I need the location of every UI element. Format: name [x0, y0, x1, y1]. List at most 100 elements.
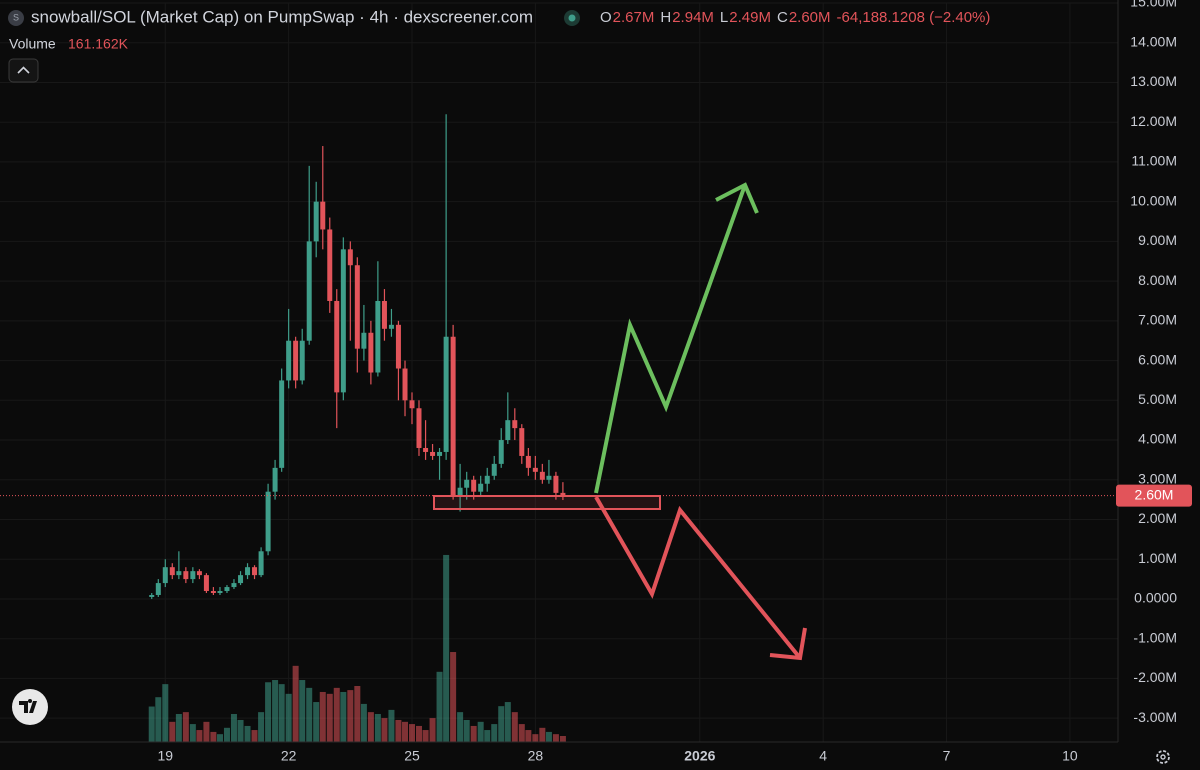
change: -64,188.1208 (−2.40%) [837, 9, 991, 26]
volume-bar [244, 725, 251, 742]
support-box [433, 495, 661, 510]
candle-body [320, 201, 326, 230]
volume-bar [326, 693, 333, 742]
volume-bar [470, 725, 477, 742]
volume-bar [491, 724, 498, 742]
candle-body [409, 400, 415, 409]
tv-logo-mark [19, 701, 37, 713]
volume-bar [484, 730, 491, 742]
bear-arrow [594, 496, 802, 660]
candle-body [272, 467, 278, 492]
chart-title: snowball/SOL (Market Cap) on PumpSwap · … [31, 7, 533, 26]
candle-body [299, 340, 305, 381]
candle-body [265, 491, 271, 552]
volume-bar [443, 554, 450, 742]
volume-bar [299, 680, 306, 742]
settings-icon[interactable] [1156, 750, 1170, 764]
collapse-button[interactable] [8, 58, 39, 83]
volume-bar [258, 712, 265, 742]
volume-bar [306, 687, 313, 742]
volume-bar [182, 712, 189, 742]
volume-bar [409, 724, 416, 742]
volume-bar [532, 734, 539, 742]
volume-bar [237, 719, 244, 742]
candle-body [203, 575, 209, 592]
candles [149, 114, 566, 599]
axes: 15.00M 14.00M 13.00M 12.00M 11.00M 10.00M 9.00… [158, 0, 1178, 764]
volume-bar [155, 697, 162, 742]
candle-body [162, 567, 168, 584]
volume-bar [525, 730, 532, 742]
candle-body [519, 428, 525, 456]
volume-bar [196, 730, 203, 742]
candle-body [155, 583, 161, 595]
candle-body [313, 201, 319, 242]
tv-logo[interactable] [12, 689, 48, 725]
volume-bar [374, 714, 381, 742]
volume-bar [203, 721, 210, 742]
ohlc-key: C [777, 9, 788, 26]
volume-bar [511, 712, 518, 742]
candle-body [238, 575, 244, 584]
token-icon-letter: S [13, 12, 19, 22]
last-price-label: 2.60M [1135, 486, 1174, 502]
volume-bar [463, 719, 470, 742]
volume-last: 161.162K [68, 36, 129, 52]
eye-icon-dot [568, 14, 576, 22]
candle-body [210, 591, 216, 594]
candle-body [361, 332, 367, 349]
settings-icon-core [1160, 754, 1166, 760]
ohlc-value: 2.49M [729, 9, 771, 26]
candle-body [183, 571, 189, 580]
candle-body [498, 440, 504, 464]
bull-arrow [594, 184, 747, 494]
volume-pane [148, 554, 566, 742]
ohlc-value: 2.60M [789, 9, 831, 26]
candle-body [525, 455, 531, 468]
bear-arrow-head [769, 627, 807, 661]
candle-body [245, 567, 251, 576]
candle-body [368, 332, 374, 373]
volume-bar [395, 719, 402, 742]
volume-bar [347, 690, 354, 742]
candle-body [231, 583, 237, 588]
candle-body [190, 571, 196, 580]
candle-body [484, 475, 490, 484]
volume-bar [539, 727, 546, 742]
volume-bar [518, 724, 525, 742]
candle-body [553, 475, 559, 493]
y-tick-label: 15.00M [1130, 0, 1177, 10]
y-tick-label: 5.00M [1138, 391, 1177, 407]
candle-body [196, 571, 202, 576]
candle-body [437, 451, 443, 456]
ohlc-key: L [720, 9, 728, 26]
x-tick-label: 25 [404, 748, 420, 764]
x-tick-label: 22 [281, 748, 297, 764]
candle-body [306, 241, 312, 341]
candle-body [217, 591, 223, 594]
candle-body [347, 249, 353, 266]
y-tick-label: 11.00M [1131, 153, 1177, 169]
volume-bar [169, 721, 176, 742]
candle-body [512, 420, 518, 429]
y-tick-label: -3.00M [1133, 709, 1177, 725]
candle-body [149, 594, 155, 597]
volume-bar [223, 727, 230, 742]
y-tick-label: -1.00M [1133, 629, 1177, 645]
volume-bar [545, 731, 552, 742]
x-tick-label: 28 [528, 748, 544, 764]
volume-bar [559, 735, 566, 742]
volume-bar [162, 684, 169, 742]
candle-body [464, 479, 470, 488]
volume-bar [367, 712, 374, 742]
bull-arrow-head [715, 182, 759, 214]
ohlc-value: 2.67M [613, 9, 655, 26]
candle-body [471, 479, 477, 492]
volume-bar [175, 714, 182, 742]
candle-body [252, 567, 258, 576]
volume-bar [504, 702, 511, 742]
volume-bar [319, 691, 326, 742]
candle-body [416, 408, 422, 448]
